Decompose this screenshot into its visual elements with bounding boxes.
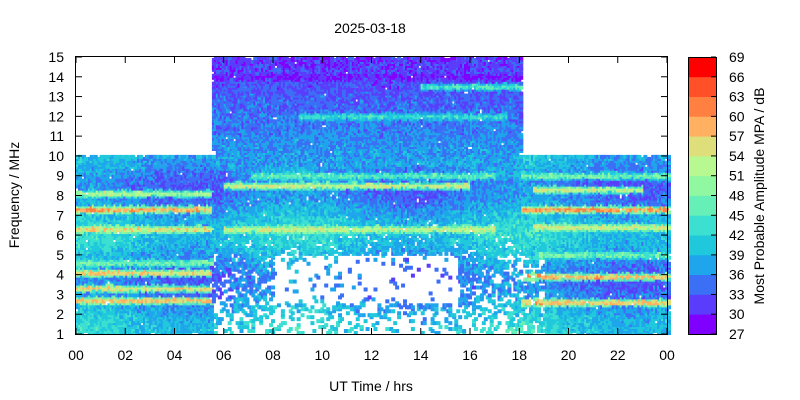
heatmap-cell	[223, 303, 228, 308]
heatmap-cell	[209, 327, 214, 332]
heatmap-cell	[221, 253, 226, 258]
heatmap-cell	[119, 154, 124, 159]
heatmap-cell	[184, 180, 189, 185]
heatmap-cell	[211, 297, 216, 302]
heatmap-cell	[83, 321, 88, 326]
heatmap-cell	[186, 212, 191, 217]
heatmap-cell	[178, 247, 183, 252]
heatmap-cell	[209, 257, 214, 262]
heatmap-cell	[217, 287, 222, 292]
heatmap-cell	[209, 313, 214, 318]
heatmap-cells	[76, 55, 671, 336]
heatmap-cell	[89, 154, 94, 159]
heatmap-cell	[219, 291, 224, 296]
heatmap-cell	[103, 160, 108, 165]
heatmap-cell	[154, 210, 159, 215]
heatmap-cell	[217, 321, 222, 326]
chart-title: 2025-03-18	[334, 20, 406, 36]
heatmap-cell	[209, 243, 214, 248]
heatmap-cell	[209, 309, 214, 314]
heatmap-cell	[184, 329, 189, 334]
heatmap-cell	[221, 273, 226, 278]
heatmap-cell	[196, 154, 201, 159]
heatmap-cell	[219, 317, 224, 322]
heatmap-cell	[133, 263, 138, 268]
heatmap-cell	[87, 196, 92, 201]
heatmap-cell	[221, 283, 226, 288]
heatmap-cell	[217, 295, 222, 300]
heatmap-cell	[83, 156, 88, 161]
heatmap-cell	[215, 269, 220, 274]
heatmap-cell	[202, 275, 207, 280]
heatmap-cell	[105, 172, 110, 177]
heatmap-cell	[168, 234, 173, 239]
heatmap-cell	[150, 283, 155, 288]
heatmap-cell	[211, 289, 216, 294]
heatmap-cell	[133, 251, 138, 256]
heatmap-cell	[223, 289, 228, 294]
heatmap-cell	[223, 279, 228, 284]
heatmap-cell	[215, 243, 220, 248]
heatmap-cell	[81, 240, 86, 244]
heatmap-cell	[119, 271, 124, 276]
heatmap-cell	[139, 216, 144, 221]
heatmap-cell	[221, 307, 226, 312]
heatmap-cell	[150, 279, 155, 284]
heatmap-cell	[148, 319, 153, 324]
heatmap-cell	[217, 277, 222, 282]
heatmap-cell	[223, 241, 228, 246]
heatmap-cell	[170, 154, 175, 159]
heatmap-cell	[213, 313, 218, 318]
heatmap-cell	[213, 293, 218, 298]
heatmap-cell	[109, 241, 114, 246]
heatmap-cell	[198, 206, 203, 211]
heatmap-cell	[190, 166, 195, 171]
heatmap-cell	[139, 154, 144, 159]
heatmap-cell	[91, 289, 96, 294]
heatmap-cell	[223, 329, 228, 334]
